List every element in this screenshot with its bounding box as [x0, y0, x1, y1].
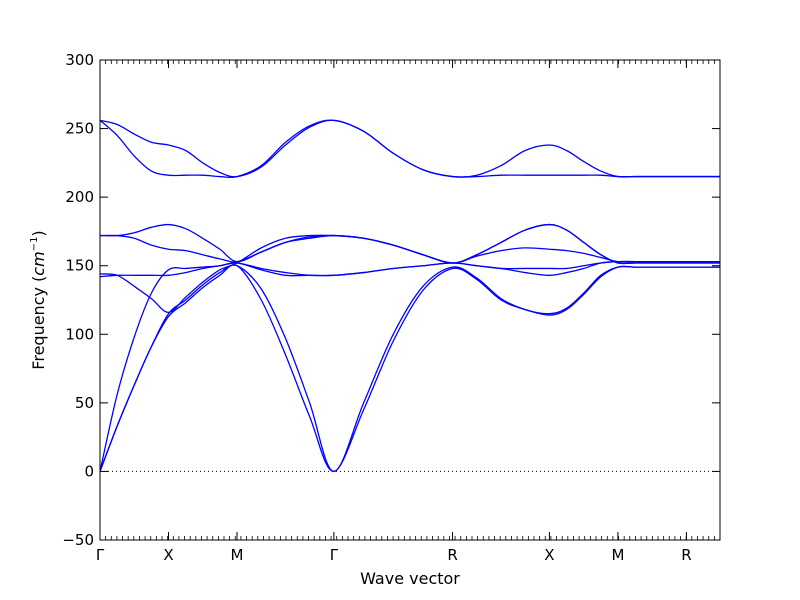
band-series-2	[99, 264, 720, 473]
y-tick-label: −50	[62, 531, 94, 549]
y-axis-label: Frequency (cm−1)	[29, 230, 48, 369]
y-tick-label: 200	[65, 188, 94, 206]
y-tick-label: 0	[84, 462, 94, 480]
x-tick-label: Γ	[330, 546, 339, 564]
y-axis-label-prefix: Frequency (	[29, 276, 48, 370]
x-tick-label: R	[681, 546, 691, 564]
x-tick-label: M	[611, 546, 624, 564]
y-tick-label: 300	[65, 51, 94, 69]
y-axis-label-exponent: −1	[29, 237, 40, 252]
x-tick-label: M	[231, 546, 244, 564]
y-axis-label-unit: cm	[29, 251, 48, 275]
plot-frame	[99, 59, 721, 541]
band-series-7	[99, 223, 720, 265]
y-tick-label: 250	[65, 120, 94, 138]
y-tick-label: 150	[65, 257, 94, 275]
x-tick-label: R	[447, 546, 457, 564]
band-series-9	[99, 119, 720, 178]
y-tick-label: 50	[75, 394, 94, 412]
y-tick-label: 100	[65, 325, 94, 343]
y-tick-labels: −50 0 50 100 150 200 250 300	[62, 51, 94, 549]
x-tick-label: Γ	[96, 546, 105, 564]
dispersion-curves	[99, 119, 720, 473]
x-tick-label: X	[544, 546, 554, 564]
y-axis-label-suffix: )	[29, 230, 48, 236]
x-tick-label: X	[163, 546, 173, 564]
x-axis-label: Wave vector	[360, 569, 460, 588]
